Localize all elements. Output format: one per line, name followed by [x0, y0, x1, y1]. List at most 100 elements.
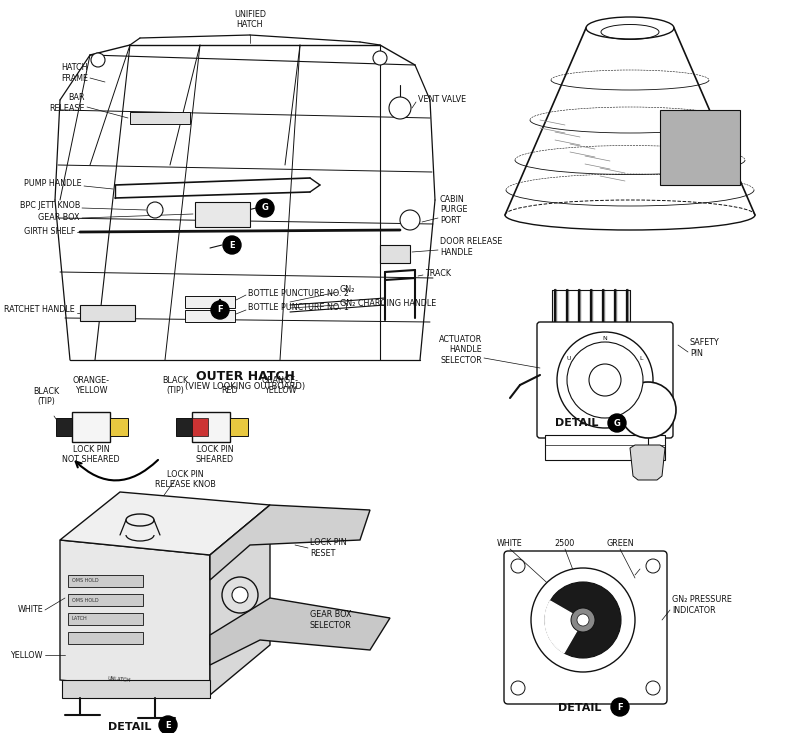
Bar	[660, 110, 740, 185]
FancyBboxPatch shape	[504, 551, 667, 704]
Text: GN₂ CHARGING HANDLE: GN₂ CHARGING HANDLE	[340, 298, 437, 308]
Circle shape	[389, 97, 411, 119]
Text: GN₂ PRESSURE
INDICATOR: GN₂ PRESSURE INDICATOR	[672, 595, 732, 615]
Text: GIRTH SHELF: GIRTH SHELF	[24, 227, 75, 237]
Circle shape	[571, 608, 595, 632]
Circle shape	[159, 716, 177, 733]
Circle shape	[211, 301, 229, 319]
Bar	[230, 418, 248, 436]
Text: LOCK PIN
RELEASE KNOB: LOCK PIN RELEASE KNOB	[154, 470, 215, 490]
Bar	[80, 305, 135, 321]
Text: BAR
RELEASE: BAR RELEASE	[50, 93, 85, 113]
Text: BOTTLE PUNCTURE NO. 1: BOTTLE PUNCTURE NO. 1	[248, 303, 349, 312]
Circle shape	[531, 568, 635, 672]
Text: DOOR RELEASE
HANDLE: DOOR RELEASE HANDLE	[440, 237, 503, 257]
Text: WHITE: WHITE	[497, 539, 523, 548]
Text: RATCHET HANDLE: RATCHET HANDLE	[4, 306, 75, 314]
Text: N: N	[603, 336, 608, 341]
Text: LOCK PIN
SHEARED: LOCK PIN SHEARED	[196, 445, 234, 465]
FancyBboxPatch shape	[545, 435, 665, 460]
Circle shape	[147, 202, 163, 218]
Text: 2500: 2500	[555, 539, 575, 548]
Bar	[192, 412, 230, 442]
Bar	[195, 202, 250, 227]
Circle shape	[223, 236, 241, 254]
Polygon shape	[210, 505, 370, 580]
Text: DETAIL: DETAIL	[108, 722, 151, 732]
Text: BLACK
(TIP): BLACK (TIP)	[162, 375, 188, 395]
Text: GEAR BOX
SELECTOR: GEAR BOX SELECTOR	[310, 611, 351, 630]
Text: GN₂: GN₂	[340, 285, 355, 295]
Bar	[68, 594, 143, 606]
Circle shape	[608, 414, 626, 432]
Text: TRACK: TRACK	[425, 268, 451, 278]
Polygon shape	[210, 505, 270, 695]
Text: UNIFIED
HATCH: UNIFIED HATCH	[234, 10, 266, 29]
Text: ORANGE-
YELLOW: ORANGE- YELLOW	[262, 375, 299, 395]
Text: BPC JETT KNOB: BPC JETT KNOB	[20, 201, 80, 210]
Text: F: F	[617, 702, 623, 712]
Circle shape	[511, 559, 525, 573]
Polygon shape	[60, 540, 210, 695]
Text: HATCH
FRAME: HATCH FRAME	[61, 63, 88, 83]
Text: BLACK
(TIP): BLACK (TIP)	[33, 386, 59, 406]
Text: OMS HOLD: OMS HOLD	[72, 597, 98, 603]
Bar	[56, 418, 72, 436]
Text: LATCH: LATCH	[72, 616, 87, 622]
Text: YELLOW: YELLOW	[10, 650, 43, 660]
Circle shape	[557, 332, 653, 428]
Text: VENT VALVE: VENT VALVE	[418, 95, 466, 105]
Polygon shape	[545, 601, 583, 653]
Circle shape	[91, 53, 105, 67]
Circle shape	[589, 364, 621, 396]
Text: OMS HOLD: OMS HOLD	[72, 578, 98, 583]
Circle shape	[222, 577, 258, 613]
Text: GEAR BOX: GEAR BOX	[39, 213, 80, 223]
Text: G: G	[262, 204, 269, 213]
Text: WHITE: WHITE	[17, 605, 43, 614]
Text: ORANGE-
YELLOW: ORANGE- YELLOW	[72, 375, 110, 395]
Text: DETAIL: DETAIL	[555, 418, 598, 428]
Text: UNLATCH: UNLATCH	[108, 676, 132, 683]
Bar	[68, 613, 143, 625]
Circle shape	[373, 51, 387, 65]
Text: LOCK PIN
RESET: LOCK PIN RESET	[310, 538, 347, 558]
Bar	[110, 418, 128, 436]
Text: L: L	[640, 356, 643, 361]
Polygon shape	[60, 492, 270, 555]
Circle shape	[400, 210, 420, 230]
Text: DETAIL: DETAIL	[558, 703, 601, 713]
Circle shape	[567, 342, 643, 418]
Text: CABIN
PURGE
PORT: CABIN PURGE PORT	[440, 195, 467, 225]
Bar	[380, 245, 410, 263]
Text: GREEN: GREEN	[606, 539, 634, 548]
Polygon shape	[210, 598, 390, 665]
Bar	[130, 112, 190, 124]
Text: BOTTLE PUNCTURE NO. 2: BOTTLE PUNCTURE NO. 2	[248, 289, 349, 298]
Bar	[72, 412, 110, 442]
FancyBboxPatch shape	[537, 322, 673, 438]
Bar	[185, 296, 235, 308]
Circle shape	[232, 587, 248, 603]
Bar	[62, 680, 210, 698]
Text: E: E	[165, 721, 171, 729]
Text: E: E	[229, 240, 235, 249]
Text: SAFETY
PIN: SAFETY PIN	[690, 339, 719, 358]
Circle shape	[577, 614, 589, 626]
Text: G: G	[614, 419, 620, 427]
Text: F: F	[217, 306, 223, 314]
Circle shape	[611, 698, 629, 716]
Circle shape	[511, 681, 525, 695]
Circle shape	[620, 382, 676, 438]
Bar	[68, 575, 143, 587]
Bar	[176, 418, 192, 436]
Circle shape	[256, 199, 274, 217]
Bar	[185, 310, 235, 322]
Text: LOCK PIN
NOT SHEARED: LOCK PIN NOT SHEARED	[62, 445, 120, 465]
Text: ACTUATOR
HANDLE
SELECTOR: ACTUATOR HANDLE SELECTOR	[439, 335, 482, 365]
Text: RED: RED	[221, 386, 238, 395]
Text: PUMP HANDLE: PUMP HANDLE	[24, 179, 82, 188]
Text: (VIEW LOOKING OUTBOARD): (VIEW LOOKING OUTBOARD)	[185, 382, 305, 391]
Bar	[192, 418, 208, 436]
Circle shape	[646, 559, 660, 573]
